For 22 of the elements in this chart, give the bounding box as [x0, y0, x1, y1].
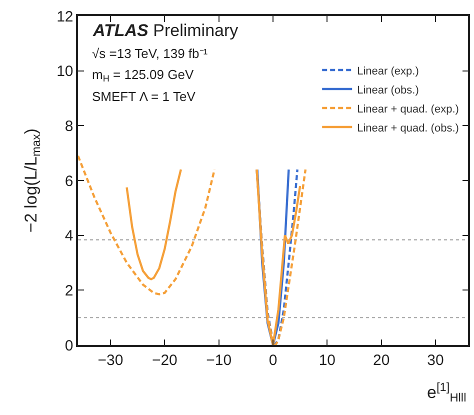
x-tick-label: 20 [372, 352, 390, 369]
x-tick-label: −20 [152, 352, 178, 369]
y-tick-label: 4 [64, 228, 74, 245]
y-tick-label: 2 [64, 282, 74, 300]
legend-label: Linear (obs.) [357, 84, 419, 96]
y-tick-label: 8 [64, 118, 74, 135]
legend-label: Linear + quad. (obs.) [357, 122, 459, 134]
x-tick-label: −10 [206, 352, 232, 369]
annotation: √s =13 TeV, 139 fb⁻¹ [92, 46, 208, 61]
y-tick-label: 0 [64, 337, 74, 354]
x-tick-label: 30 [427, 352, 444, 369]
legend-label: Linear + quad. (exp.) [357, 103, 459, 116]
y-tick-label: 6 [64, 172, 74, 190]
y-tick-label: 12 [56, 8, 74, 26]
legend-label: Linear (exp.) [357, 65, 419, 78]
x-tick-label: 0 [268, 352, 278, 369]
x-tick-label: 10 [318, 352, 336, 369]
annotation: SMEFT Λ = 1 TeV [92, 89, 196, 104]
annotation: ATLAS Preliminary [92, 21, 239, 40]
x-tick-label: −30 [98, 352, 124, 369]
annotation: m$_{H}$ = 125.09 GeV [92, 67, 194, 84]
y-tick-label: 10 [56, 63, 74, 80]
